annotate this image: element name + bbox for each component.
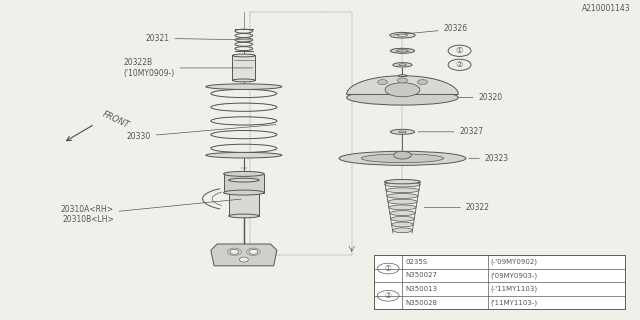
- Text: ②: ②: [456, 60, 463, 69]
- Ellipse shape: [385, 180, 420, 184]
- Text: 20320: 20320: [459, 93, 503, 102]
- Ellipse shape: [228, 178, 259, 182]
- Ellipse shape: [390, 48, 415, 53]
- Ellipse shape: [347, 90, 458, 105]
- Ellipse shape: [206, 84, 282, 89]
- Text: N350013: N350013: [406, 286, 438, 292]
- Text: A210001143: A210001143: [582, 4, 631, 13]
- Text: N350027: N350027: [406, 272, 438, 278]
- Bar: [374, 255, 625, 309]
- Ellipse shape: [394, 151, 412, 159]
- Ellipse shape: [397, 34, 408, 36]
- Text: N350028: N350028: [406, 300, 438, 306]
- Text: (-'09MY0902): (-'09MY0902): [490, 259, 537, 265]
- Polygon shape: [347, 76, 458, 94]
- Ellipse shape: [399, 64, 406, 66]
- Text: 20321: 20321: [145, 34, 251, 43]
- Text: 20322B
('10MY0909-): 20322B ('10MY0909-): [124, 58, 253, 78]
- Text: 0235S: 0235S: [406, 259, 428, 265]
- Ellipse shape: [385, 83, 420, 97]
- Ellipse shape: [230, 249, 239, 254]
- Ellipse shape: [223, 172, 264, 176]
- Text: 20326: 20326: [394, 25, 468, 35]
- Ellipse shape: [390, 32, 415, 38]
- Text: FRONT: FRONT: [101, 109, 131, 130]
- Ellipse shape: [228, 214, 259, 218]
- Ellipse shape: [386, 188, 419, 193]
- Text: ('11MY1103-): ('11MY1103-): [490, 300, 537, 306]
- Ellipse shape: [397, 50, 408, 52]
- Ellipse shape: [388, 199, 417, 204]
- Text: ①: ①: [385, 264, 392, 273]
- Ellipse shape: [339, 151, 466, 165]
- Circle shape: [417, 80, 428, 84]
- Text: 20310A<RH>
20310B<LH>: 20310A<RH> 20310B<LH>: [61, 199, 241, 224]
- Ellipse shape: [361, 154, 444, 163]
- Text: 20322: 20322: [424, 203, 490, 212]
- Text: 20330: 20330: [127, 124, 276, 141]
- Text: ②: ②: [385, 291, 392, 300]
- Ellipse shape: [239, 257, 248, 262]
- Ellipse shape: [390, 211, 415, 216]
- Text: 20327: 20327: [418, 127, 484, 136]
- Ellipse shape: [398, 75, 407, 77]
- Ellipse shape: [206, 152, 282, 158]
- Polygon shape: [223, 174, 264, 193]
- Ellipse shape: [399, 131, 406, 132]
- Ellipse shape: [390, 129, 415, 134]
- Polygon shape: [232, 55, 255, 80]
- Text: 20323: 20323: [468, 154, 509, 163]
- Ellipse shape: [393, 228, 412, 233]
- Ellipse shape: [232, 79, 255, 82]
- Polygon shape: [228, 180, 259, 216]
- Polygon shape: [211, 244, 277, 266]
- Ellipse shape: [392, 222, 413, 227]
- Text: (-'11MY1103): (-'11MY1103): [490, 286, 537, 292]
- Ellipse shape: [232, 54, 255, 57]
- Ellipse shape: [389, 205, 416, 210]
- Ellipse shape: [385, 182, 420, 187]
- Ellipse shape: [223, 190, 264, 195]
- Circle shape: [378, 80, 387, 84]
- Circle shape: [397, 78, 408, 83]
- Ellipse shape: [249, 249, 258, 254]
- Ellipse shape: [393, 63, 412, 67]
- Ellipse shape: [391, 216, 414, 221]
- Ellipse shape: [387, 194, 418, 198]
- Text: ('09MY0903-): ('09MY0903-): [490, 272, 537, 279]
- Text: ①: ①: [456, 46, 463, 55]
